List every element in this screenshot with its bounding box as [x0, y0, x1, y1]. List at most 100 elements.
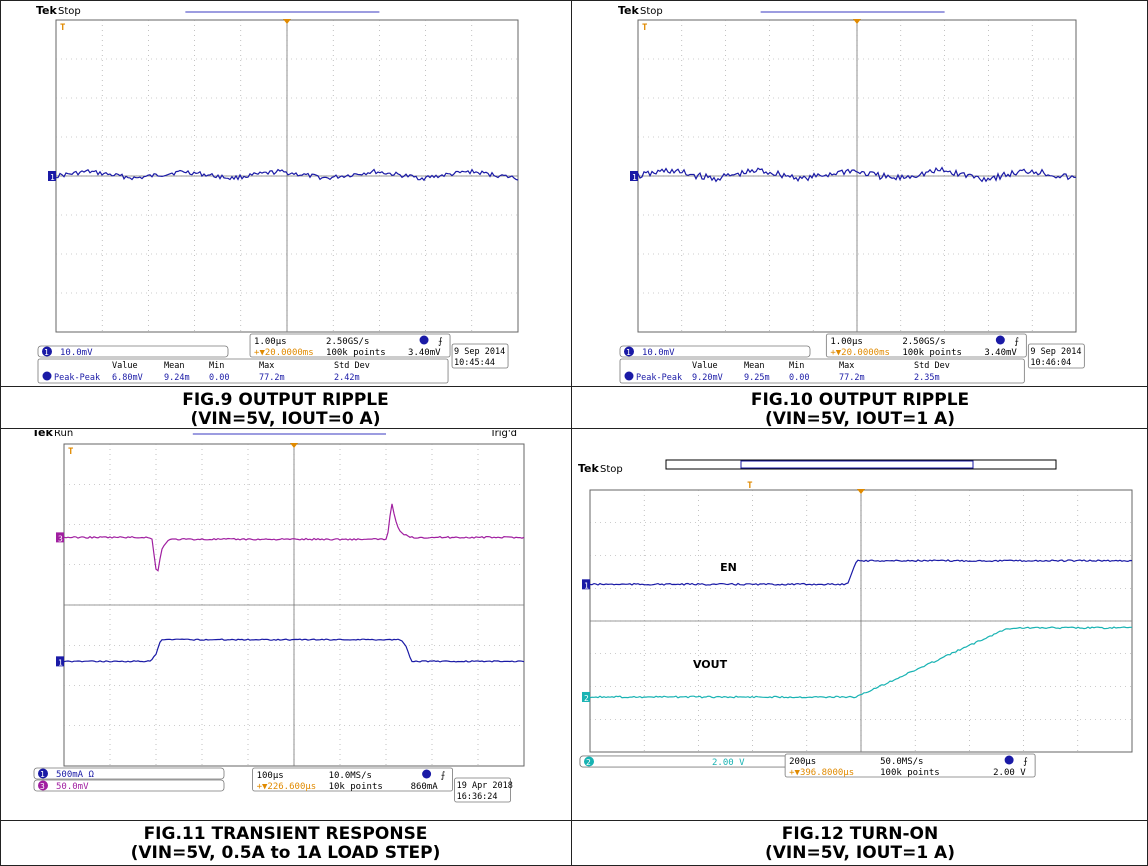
- fig10-timebase: 1.00µs: [830, 337, 863, 347]
- fig11-svg: Tek Run Trig'd T 3 1 1 500mA Ω 3 50.0mV 100µs 10.0M…: [32, 430, 525, 803]
- fig10-trigger-slope-icon: ⨍: [1014, 337, 1019, 347]
- row-divider-bottom: [0, 820, 1148, 821]
- fig10-meas-header-min: Min: [789, 361, 804, 371]
- fig12-trigger-source-badge: [1004, 755, 1014, 765]
- fig9-meas-channel-badge: [42, 371, 52, 381]
- fig9-meas-value-4: 77.2m: [259, 373, 285, 383]
- fig11-trigger-source-badge: [422, 769, 432, 779]
- fig10-trigger-position: +▼20.0000ms: [830, 348, 890, 358]
- fig9-sample-rate: 2.50GS/s: [326, 337, 369, 347]
- fig9-meas-value-1: 6.80mV: [112, 373, 143, 383]
- fig10-channel-1-marker: [630, 171, 638, 181]
- fig12-svg: TekStopT12ENVOUT110.0 V22.00 V200µs50.0M…: [578, 459, 1133, 778]
- fig12-timebase-box: [784, 753, 1036, 778]
- fig12-ch2-badge-label: 2: [586, 758, 591, 767]
- fig9-caption-title: FIG.9 OUTPUT RIPPLE: [182, 390, 389, 410]
- fig9-trigger-level: 3.40mV: [408, 348, 441, 358]
- fig11-trigger-slope-icon: ⨍: [441, 771, 446, 781]
- fig10-trace-1: [637, 166, 1077, 183]
- fig11-trigger-level: 860mA: [411, 782, 439, 792]
- fig11-ch1-badge-label: 1: [40, 770, 45, 779]
- fig9-datetime-box: [451, 343, 509, 369]
- fig12-trigger-slope-icon: ⨍: [1023, 757, 1028, 767]
- fig10-ch1-badge: [624, 346, 634, 357]
- fig12-record-length: 100k points: [880, 768, 940, 778]
- fig12-trigger-position-marker: [857, 489, 865, 494]
- fig11-scope-screen: Tek Run Trig'd T 3 1 1 500mA Ω 3 50.0mV 100µs 10.0M…: [30, 430, 540, 818]
- fig11-date: 19 Apr 2018: [457, 781, 513, 791]
- fig10-ch1-scale: 10.0mV: [642, 348, 675, 358]
- fig10-channel-1-marker-label: 1: [632, 173, 637, 182]
- fig9-meas-value-5: 2.42m: [334, 373, 360, 383]
- fig11-caption-title: FIG.11 TRANSIENT RESPONSE: [143, 824, 428, 844]
- fig9-date: 9 Sep 2014: [454, 347, 505, 357]
- fig11-caption-conditions: (VIN=5V, 0.5A to 1A LOAD STEP): [130, 843, 441, 863]
- fig10-time: 10:46:04: [1030, 358, 1071, 368]
- fig9-trigger-position-marker: [283, 19, 291, 24]
- fig12-channel-2-marker: [582, 691, 590, 702]
- fig9-trigger-source-badge: [419, 335, 429, 345]
- fig10-trigger-source-badge: [995, 335, 1005, 345]
- fig12-caption-conditions: (VIN=5V, IOUT=1 A): [765, 843, 955, 863]
- fig9-svg: Tek Stop T 1 1 10.0mV 1.00µs 2.50GS/s +▼20.0000m…: [36, 4, 519, 384]
- fig9-meas-header-value: Value: [112, 361, 138, 371]
- fig10-meas-header-max: Max: [839, 361, 854, 371]
- fig9-time: 10:45:44: [454, 358, 495, 368]
- fig12-ch2-badge: [584, 756, 594, 767]
- fig12-label-en: EN: [720, 561, 737, 574]
- fig11-ch3-scale: 50.0mV: [56, 782, 89, 792]
- fig10-run-state: Stop: [640, 6, 663, 17]
- fig9-measurement-box: [37, 358, 449, 384]
- fig10-meas-header-std-dev: Std Dev: [914, 361, 950, 371]
- fig9-trigger-marker: T: [60, 23, 66, 33]
- fig12-record-window: [740, 460, 974, 469]
- fig10-meas-header-value: Value: [692, 361, 718, 371]
- fig10-meas-label: Peak-Peak: [636, 373, 682, 383]
- fig12-ch2-scale: 2.00 V: [712, 758, 745, 768]
- fig10-measurement-box: [619, 358, 1025, 384]
- fig9-ch1-badge-label: 1: [44, 348, 49, 357]
- fig12-channel-1-marker-label: 1: [584, 581, 589, 590]
- fig12-trigger-marker: T: [747, 481, 753, 491]
- fig10-meas-header-mean: Mean: [744, 361, 764, 371]
- fig12-timebase: 200µs: [789, 757, 816, 767]
- fig11-timebase-box: [252, 767, 454, 792]
- fig11-graticule: [63, 443, 525, 767]
- fig9-trace-1: [55, 168, 519, 182]
- fig10-trigger-marker: T: [642, 23, 648, 33]
- fig10-record-length: 100k points: [902, 348, 962, 358]
- fig10-timebase-box: [825, 333, 1027, 358]
- fig9-ch1-badge: [42, 346, 52, 357]
- fig9-graticule: [55, 19, 519, 333]
- fig12-trace-2: [589, 626, 1132, 699]
- fig10-meas-value-3: 0.00: [789, 373, 809, 383]
- fig10-brand: Tek: [618, 4, 640, 17]
- fig10-datetime-box: [1027, 343, 1085, 369]
- fig9-scope-screen: Tek Stop T 1 1 10.0mV 1.00µs 2.50GS/s +▼20.0000m…: [34, 4, 542, 384]
- fig9-channel-1-marker: [48, 171, 56, 181]
- fig9-ch1-scale: 10.0mV: [60, 348, 93, 358]
- fig11-ch1-scale: 500mA Ω: [56, 770, 95, 780]
- fig11-channel-1-marker: [56, 656, 64, 667]
- fig11-ch1-badge: [38, 768, 48, 779]
- fig9-record-length: 100k points: [326, 348, 386, 358]
- fig10-caption: FIG.10 OUTPUT RIPPLE (VIN=5V, IOUT=1 A): [572, 391, 1148, 429]
- fig9-channel-1-marker-label: 1: [50, 173, 55, 182]
- fig11-channel-3-marker-label: 3: [58, 534, 63, 543]
- fig10-meas-value-2: 9.25m: [744, 373, 770, 383]
- fig12-trigger-position: +▼396.8000µs: [789, 768, 854, 778]
- fig10-meas-channel-badge: [624, 371, 634, 381]
- fig11-sample-rate: 10.0MS/s: [329, 771, 372, 781]
- fig11-brand: Tek: [32, 430, 54, 439]
- fig12-scope-screen: TekStopT12ENVOUT110.0 V22.00 V200µs50.0M…: [576, 456, 1146, 778]
- fig12-graticule: [589, 489, 1133, 753]
- fig10-meas-value-5: 2.35m: [914, 373, 940, 383]
- fig10-scope-screen: Tek Stop T 1 1 10.0mV 1.00µs 2.50GS/s +▼20.0000m…: [616, 4, 1096, 384]
- row-divider-middle: [0, 428, 1148, 429]
- fig10-caption-conditions: (VIN=5V, IOUT=1 A): [765, 409, 955, 429]
- fig11-datetime-box: [454, 777, 512, 803]
- fig9-trigger-slope-icon: ⨍: [438, 337, 443, 347]
- fig11-ch1-scale-box: [33, 767, 225, 780]
- fig9-timebase: 1.00µs: [254, 337, 287, 347]
- fig9-meas-header-min: Min: [209, 361, 224, 371]
